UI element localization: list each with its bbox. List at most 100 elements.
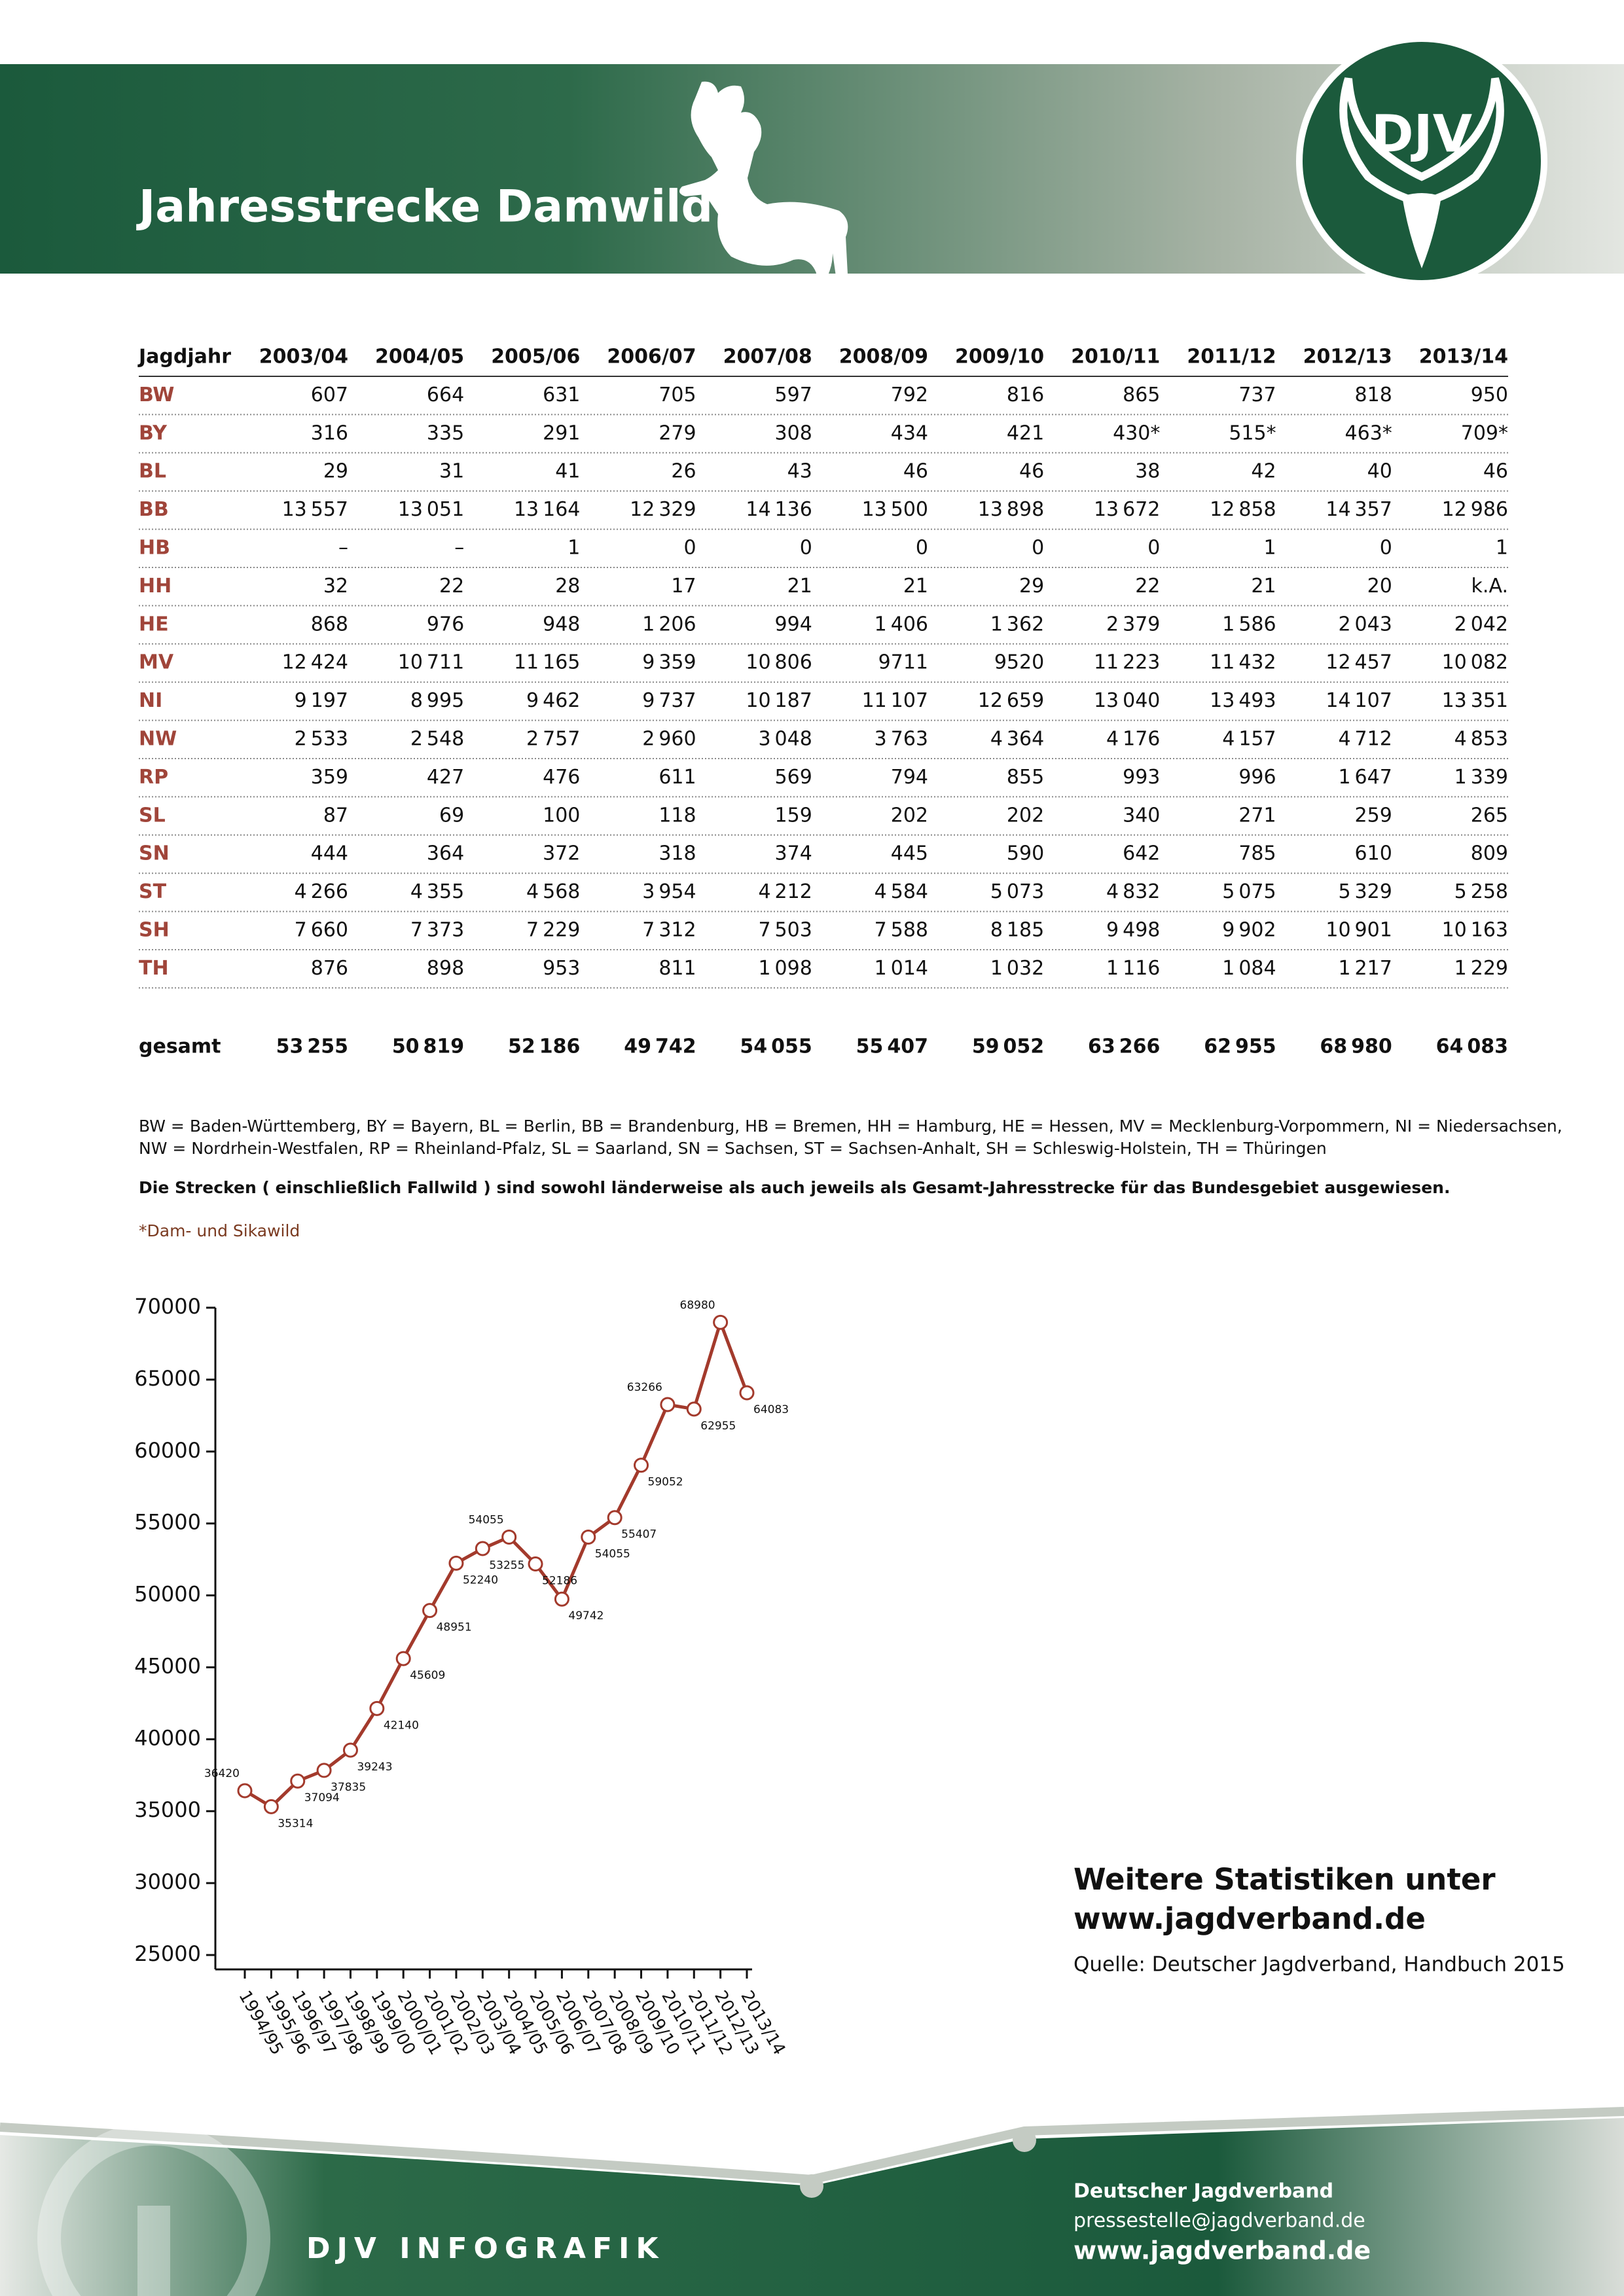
table-cell: 12 986 [1442,498,1508,521]
footer-band [0,2118,1624,2296]
table-cell: 7 312 [642,919,696,942]
table-cell: 13 351 [1442,689,1508,712]
table-cell: 12 457 [1326,651,1392,674]
table-cell: 4 157 [1222,728,1276,751]
table-cell: 9 737 [642,689,696,712]
table-cell: 4 832 [1106,880,1160,903]
table-cell: 372 [543,842,580,865]
footer-email: pressestelle@jagdverband.de [1074,2210,1365,2233]
footer-dot [800,2174,823,2198]
table-cell: 607 [311,384,348,406]
point [739,1385,755,1401]
point [448,1555,464,1571]
table-cell: 9 498 [1106,919,1160,942]
logo: DJV [1296,35,1547,287]
table-cell: 28 [555,575,580,598]
table-cell: 87 [323,804,348,827]
table-cell: 0 [684,537,696,560]
data-label: 36420 [204,1767,240,1780]
table-cell: 316 [311,422,348,444]
point [475,1541,490,1556]
table-cell: 26 [671,460,696,483]
table-cell: 0 [800,537,812,560]
table-cell: 308 [775,422,812,444]
info-heading: www.jagdverband.de [1074,1901,1426,1936]
table-cell: 359 [311,766,348,789]
table-cell: 0 [1032,537,1044,560]
row-label: RP [139,766,168,789]
table-cell: 1 229 [1454,957,1508,980]
table-cell: 792 [891,384,928,406]
table-cell: 9520 [994,651,1044,674]
table-cell: 2 043 [1338,613,1392,636]
table-cell: 4 584 [875,880,928,903]
table-cell: 29 [323,460,348,483]
table-cell: 10 806 [746,651,812,674]
y-tick-label: 35000 [134,1797,201,1822]
table-cell: 279 [659,422,696,444]
table-cell: 642 [1123,842,1160,865]
row-label: NW [139,728,177,751]
table-cell: 11 223 [1094,651,1160,674]
table-cell: 5 329 [1338,880,1392,903]
table-cell: 7 229 [526,919,580,942]
table-cell: 445 [891,842,928,865]
table-cell: 2 379 [1106,613,1160,636]
table-cell: 709* [1461,422,1508,444]
table-cell: 11 432 [1210,651,1276,674]
table-cell: 1 084 [1222,957,1276,980]
table-cell: 12 424 [282,651,348,674]
column-header: 2012/13 [1303,346,1392,368]
table-cell: 69 [439,804,464,827]
table-cell: 13 557 [282,498,348,521]
info-heading: Weitere Statistiken unter [1074,1862,1496,1897]
data-label: 63266 [627,1381,662,1394]
y-tick-label: 45000 [134,1653,201,1678]
table-cell: 22 [1135,575,1160,598]
table-cell: 4 364 [990,728,1044,751]
table-cell: 444 [311,842,348,865]
table-cell: 430* [1113,422,1160,444]
table-cell: 20 [1367,575,1392,598]
total-cell: 54 055 [740,1035,812,1058]
table-cell: 868 [311,613,348,636]
table-cell: 1 098 [758,957,812,980]
total-cell: 63 266 [1088,1035,1160,1058]
table-cell: 9 197 [295,689,348,712]
table-cell: – [338,537,348,560]
table-cell: 41 [555,460,580,483]
table-cell: 21 [903,575,928,598]
total-cell: 49 742 [624,1035,696,1058]
point [686,1401,702,1417]
table-cell: 1 586 [1222,613,1276,636]
y-tick-label: 65000 [134,1366,201,1391]
table-cell: 809 [1471,842,1508,865]
table-cell: 10 082 [1442,651,1508,674]
row-label: BL [139,460,166,483]
point [290,1773,306,1789]
footnote: *Dam- und Sikawild [139,1221,300,1240]
row-label: NI [139,689,162,712]
table-cell: 1 [568,537,580,560]
data-label: 37094 [304,1791,340,1804]
table-cell: 3 763 [875,728,928,751]
footer-brand: DJV INFOGRAFIK [306,2232,665,2265]
legend-line: NW = Nordrhein-Westfalen, RP = Rheinland… [139,1139,1327,1158]
data-label: 52240 [463,1573,498,1587]
data-label: 68980 [680,1299,715,1312]
table-cell: 9 462 [526,689,580,712]
table-cell: 43 [787,460,812,483]
table-cell: 40 [1367,460,1392,483]
table-cell: 31 [439,460,464,483]
table-cell: 21 [787,575,812,598]
table-cell: 7 503 [758,919,812,942]
y-tick-label: 40000 [134,1725,201,1750]
point [369,1700,385,1716]
table-cell: 5 075 [1222,880,1276,903]
y-tick-label: 55000 [134,1510,201,1535]
table-cell: 8 185 [990,919,1044,942]
table-cell: 4 853 [1454,728,1508,751]
column-header: 2011/12 [1187,346,1276,368]
table-cell: 202 [891,804,928,827]
